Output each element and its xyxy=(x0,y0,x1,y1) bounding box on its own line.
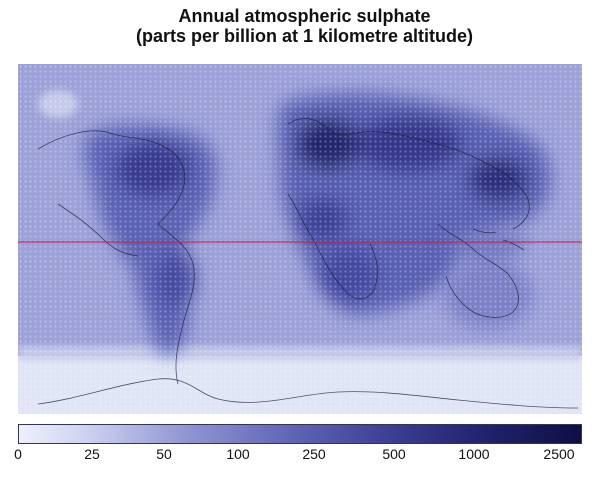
title-line-1: Annual atmospheric sulphate xyxy=(178,6,431,26)
scale-tick-label: 250 xyxy=(302,446,326,462)
title-line-2: (parts per billion at 1 kilometre altitu… xyxy=(135,26,474,46)
coastlines xyxy=(37,118,579,409)
scale-tick-label: 25 xyxy=(84,446,100,462)
sulphate-map xyxy=(18,64,582,414)
scale-tick-label: 1000 xyxy=(458,446,490,462)
scale-tick-label: 100 xyxy=(226,446,250,462)
map-title: Annual atmospheric sulphate (parts per b… xyxy=(0,6,609,46)
scale-tick-label: 500 xyxy=(382,446,406,462)
map-canvas xyxy=(18,64,582,414)
color-scale-labels: 0 25 50 100 250 500 1000 2500 xyxy=(0,446,609,468)
scale-tick-label: 2500 xyxy=(543,446,575,462)
scale-tick-label: 50 xyxy=(156,446,172,462)
scale-tick-label: 0 xyxy=(14,446,22,462)
color-scale-bar xyxy=(18,424,582,444)
